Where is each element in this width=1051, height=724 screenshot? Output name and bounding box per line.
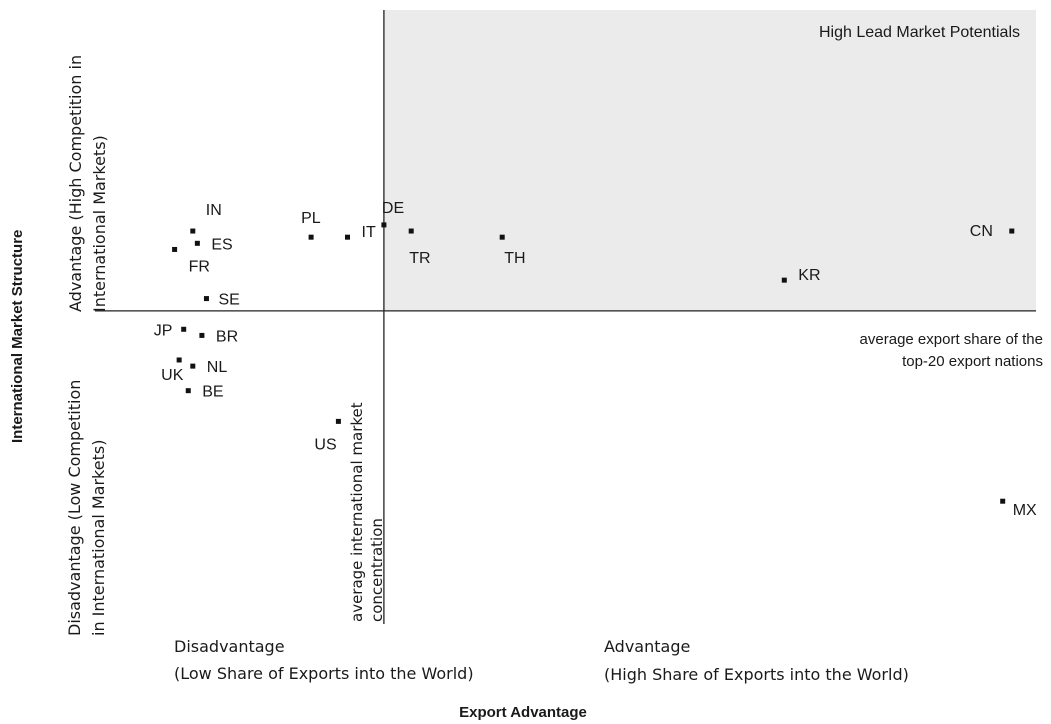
x-low-label-line2: (Low Share of Exports into the World) [174, 664, 474, 683]
point-label-nl: NL [207, 359, 228, 376]
y-high-label-line1: Advantage (High Competition in [66, 55, 85, 312]
point-marker-be [185, 388, 191, 394]
point-label-cn: CN [970, 223, 993, 240]
y-low-label: Disadvantage (Low Competition in Interna… [65, 380, 108, 636]
v-reference-label-line1: average international market [348, 402, 366, 622]
point-marker-de [381, 222, 387, 228]
point-label-jp: JP [154, 322, 173, 339]
x-axis-title: Export Advantage [459, 704, 587, 721]
x-high-label-line1: Advantage [604, 637, 690, 656]
point-label-de: DE [382, 200, 404, 217]
y-high-label: Advantage (High Competition in Internati… [66, 55, 109, 312]
point-marker-jp [181, 326, 187, 332]
v-reference-label: average international market concentrati… [348, 402, 386, 622]
x-low-label-line1: Disadvantage [174, 637, 285, 656]
y-low-label-line2: in International Markets) [89, 440, 108, 636]
y-axis-title: International Market Structure [9, 230, 26, 443]
point-marker-it [345, 234, 350, 240]
point-marker-cn [1009, 228, 1015, 234]
point-label-uk: UK [161, 367, 184, 384]
point-label-th: TH [504, 250, 525, 267]
point-label-in: IN [206, 202, 222, 219]
point-marker-se [203, 296, 209, 302]
point-marker-mx [1000, 498, 1006, 504]
point-marker-nl [190, 363, 196, 369]
point-label-se: SE [218, 292, 239, 309]
point-label-mx: MX [1013, 502, 1037, 519]
point-label-be: BE [202, 384, 223, 401]
point-label-us: US [314, 436, 336, 453]
point-marker-fr [172, 246, 178, 252]
point-marker-uk [176, 357, 182, 363]
point-marker-pl [308, 234, 314, 240]
h-reference-label-line1: average export share of the [860, 331, 1043, 348]
v-reference-label-line2: concentration [368, 518, 386, 622]
y-low-label-line1: Disadvantage (Low Competition [65, 380, 84, 636]
point-marker-in [190, 228, 196, 234]
quadrant-label: High Lead Market Potentials [819, 24, 1020, 41]
lead-market-quadrant [383, 10, 1036, 311]
point-marker-us [335, 418, 341, 424]
point-label-es: ES [211, 236, 232, 253]
point-marker-kr [781, 277, 787, 283]
point-marker-th [499, 234, 505, 240]
y-high-label-line2: International Markets) [90, 135, 109, 312]
point-marker-tr [408, 228, 414, 234]
h-reference-label-line2: top-20 export nations [902, 353, 1043, 370]
point-label-it: IT [362, 224, 376, 241]
point-label-pl: PL [301, 210, 321, 227]
point-label-tr: TR [409, 250, 430, 267]
x-high-label-line2: (High Share of Exports into the World) [604, 665, 909, 684]
point-label-fr: FR [189, 258, 210, 275]
point-label-kr: KR [798, 267, 820, 284]
point-marker-es [194, 240, 200, 246]
point-marker-br [199, 332, 205, 338]
point-label-br: BR [216, 328, 238, 345]
